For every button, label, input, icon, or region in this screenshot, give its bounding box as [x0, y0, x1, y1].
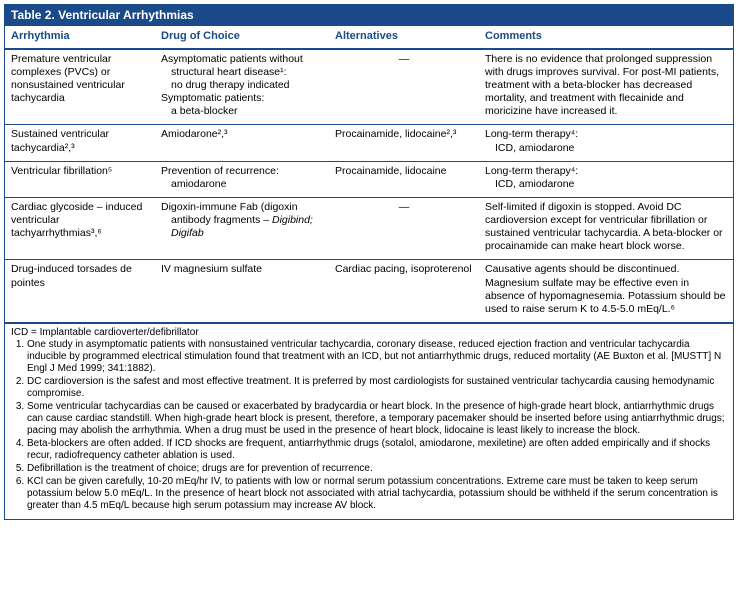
- column-header: Arrhythmia: [5, 26, 155, 49]
- cell-arrhythmia: Ventricular fibrillation⁵: [5, 161, 155, 197]
- cell-comments: Long-term therapy⁴:ICD, amiodarone: [479, 125, 733, 161]
- cell-arrhythmia: Premature ventricular complexes (PVCs) o…: [5, 49, 155, 125]
- table-title: Table 2. Ventricular Arrhythmias: [5, 5, 733, 26]
- cell-comments: Long-term therapy⁴:ICD, amiodarone: [479, 161, 733, 197]
- cell-alternatives: —: [329, 49, 479, 125]
- cell-comments: There is no evidence that prolonged supp…: [479, 49, 733, 125]
- abbreviation: ICD = Implantable cardioverter/defibrill…: [11, 327, 727, 339]
- cell-alternatives: Cardiac pacing, isoproterenol: [329, 260, 479, 323]
- table-row: Ventricular fibrillation⁵Prevention of r…: [5, 161, 733, 197]
- column-header: Drug of Choice: [155, 26, 329, 49]
- cell-comments: Causative agents should be discontinued.…: [479, 260, 733, 323]
- header-row: ArrhythmiaDrug of ChoiceAlternativesComm…: [5, 26, 733, 49]
- column-header: Alternatives: [329, 26, 479, 49]
- cell-alternatives: Procainamide, lidocaine²,³: [329, 125, 479, 161]
- cell-drug: Prevention of recurrence:amiodarone: [155, 161, 329, 197]
- footnote-item: Defibrillation is the treatment of choic…: [27, 463, 727, 475]
- cell-arrhythmia: Cardiac glycoside – induced ventricular …: [5, 197, 155, 260]
- table-row: Cardiac glycoside – induced ventricular …: [5, 197, 733, 260]
- cell-drug: IV magnesium sulfate: [155, 260, 329, 323]
- cell-alternatives: Procainamide, lidocaine: [329, 161, 479, 197]
- cell-arrhythmia: Sustained ventricular tachycardia²,³: [5, 125, 155, 161]
- footnote-item: One study in asymptomatic patients with …: [27, 339, 727, 375]
- footnote-item: KCl can be given carefully, 10-20 mEq/hr…: [27, 476, 727, 512]
- column-header: Comments: [479, 26, 733, 49]
- cell-arrhythmia: Drug-induced torsades de pointes: [5, 260, 155, 323]
- cell-alternatives: —: [329, 197, 479, 260]
- cell-drug: Digoxin-immune Fab (digoxinantibody frag…: [155, 197, 329, 260]
- footnote-item: Some ventricular tachycardias can be cau…: [27, 401, 727, 437]
- table-row: Sustained ventricular tachycardia²,³Amio…: [5, 125, 733, 161]
- cell-drug: Amiodarone²,³: [155, 125, 329, 161]
- table-row: Drug-induced torsades de pointesIV magne…: [5, 260, 733, 323]
- table-row: Premature ventricular complexes (PVCs) o…: [5, 49, 733, 125]
- cell-drug: Asymptomatic patients withoutstructural …: [155, 49, 329, 125]
- table-container: Table 2. Ventricular Arrhythmias Arrhyth…: [4, 4, 734, 520]
- footnote-list: One study in asymptomatic patients with …: [11, 339, 727, 512]
- footnotes-block: ICD = Implantable cardioverter/defibrill…: [5, 324, 733, 519]
- ventricular-arrhythmias-table: ArrhythmiaDrug of ChoiceAlternativesComm…: [5, 26, 733, 324]
- footnote-item: DC cardioversion is the safest and most …: [27, 376, 727, 400]
- cell-comments: Self-limited if digoxin is stopped. Avoi…: [479, 197, 733, 260]
- footnote-item: Beta-blockers are often added. If ICD sh…: [27, 438, 727, 462]
